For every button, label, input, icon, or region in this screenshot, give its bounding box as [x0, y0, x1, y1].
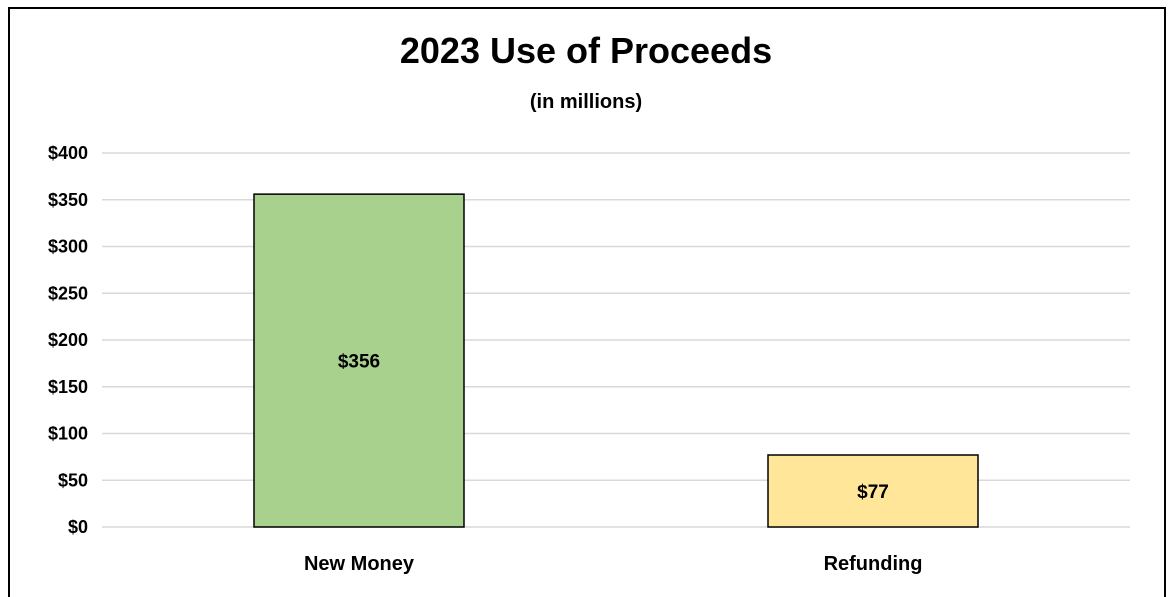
chart-subtitle: (in millions)	[529, 91, 643, 113]
chart-title: 2023 Use of Proceeds	[399, 30, 773, 71]
y-tick-label: $0	[68, 517, 88, 537]
y-tick-label: $50	[58, 470, 88, 490]
category-label: Refunding	[824, 553, 923, 575]
y-tick-label: $250	[48, 283, 88, 303]
y-tick-label: $100	[48, 424, 88, 444]
data-label: $77	[857, 482, 889, 503]
y-tick-label: $400	[48, 143, 88, 163]
bar	[767, 454, 979, 528]
y-tick-label: $300	[48, 237, 88, 257]
category-label: New Money	[304, 553, 415, 575]
bars	[253, 193, 979, 528]
y-tick-label: $200	[48, 330, 88, 350]
y-axis-tick-labels: $0 $50 $100 $150 $200 $250 $300 $350 $400	[48, 143, 88, 537]
x-axis-category-labels: New Money Refunding	[304, 553, 922, 575]
data-labels: $356 $77	[338, 352, 889, 503]
y-tick-label: $150	[48, 377, 88, 397]
data-label: $356	[338, 352, 380, 373]
y-tick-label: $350	[48, 190, 88, 210]
bar	[253, 193, 465, 528]
